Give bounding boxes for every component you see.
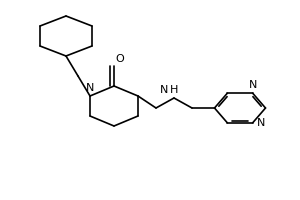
Text: N: N [249,80,257,90]
Text: O: O [116,54,124,64]
Text: N: N [86,83,94,93]
Text: N: N [160,85,168,95]
Text: N: N [257,118,266,128]
Text: H: H [170,85,178,95]
